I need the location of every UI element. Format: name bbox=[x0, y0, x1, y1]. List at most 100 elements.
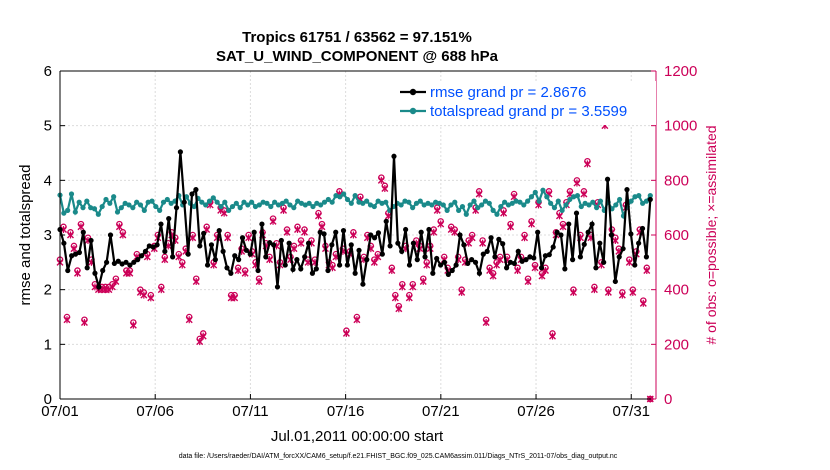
rmse-point bbox=[127, 262, 133, 268]
rmse-point bbox=[604, 176, 611, 182]
obs-assimilated-point bbox=[618, 291, 626, 299]
rmse-point bbox=[92, 270, 98, 276]
x-tick-label: 07/26 bbox=[517, 403, 555, 420]
totalspread-point bbox=[222, 199, 228, 205]
rmse-point bbox=[298, 266, 304, 272]
totalspread-point bbox=[341, 191, 347, 197]
rmse-point bbox=[65, 267, 71, 274]
totalspread-point bbox=[364, 198, 370, 204]
rmse-point bbox=[251, 229, 257, 235]
rmse-point bbox=[519, 258, 525, 264]
totalspread-point bbox=[237, 205, 243, 211]
obs-assimilated-point bbox=[318, 223, 326, 231]
totalspread-point bbox=[348, 200, 354, 206]
rmse-point bbox=[601, 259, 607, 265]
obs-assimilated-point bbox=[349, 231, 357, 239]
obs-assimilated-point bbox=[377, 176, 385, 184]
rmse-point bbox=[309, 270, 316, 276]
obs-assimilated-point bbox=[548, 332, 556, 340]
obs-assimilated-point bbox=[604, 288, 612, 296]
totalspread-point bbox=[536, 198, 542, 204]
obs-assimilated-point bbox=[147, 294, 155, 302]
rmse-point bbox=[515, 248, 521, 254]
rmse-point bbox=[406, 262, 413, 268]
obs-assimilated-point bbox=[70, 245, 78, 253]
totalspread-point bbox=[264, 200, 270, 206]
totalspread-point bbox=[521, 202, 527, 208]
rmse-point bbox=[329, 242, 335, 248]
rmse-point bbox=[224, 265, 230, 271]
obs-assimilated-point bbox=[143, 253, 151, 261]
totalspread-point bbox=[203, 202, 209, 208]
rmse-point bbox=[535, 229, 541, 235]
totalspread-point bbox=[640, 200, 646, 206]
rmse-point bbox=[193, 187, 199, 193]
rmse-point bbox=[317, 229, 323, 235]
rmse-point bbox=[84, 265, 90, 271]
obs-assimilated-point bbox=[538, 272, 546, 280]
totalspread-point bbox=[95, 211, 101, 217]
obs-assimilated-point bbox=[280, 206, 288, 214]
rmse-point bbox=[290, 266, 296, 273]
obs-assimilated-point bbox=[126, 269, 134, 277]
rmse-point bbox=[434, 255, 440, 262]
rmse-point bbox=[352, 270, 358, 276]
rmse-point bbox=[162, 248, 168, 254]
obs-assimilated-point bbox=[395, 305, 403, 313]
rmse-point bbox=[302, 254, 308, 260]
totalspread-point bbox=[233, 200, 239, 206]
obs-assimilated-point bbox=[405, 294, 413, 302]
rmse-point bbox=[107, 232, 114, 238]
obs-assimilated-point bbox=[521, 234, 529, 242]
obs-assimilated-point bbox=[140, 291, 148, 299]
rmse-point bbox=[364, 257, 370, 263]
rmse-point bbox=[624, 187, 630, 193]
obs-assimilated-point bbox=[573, 179, 581, 187]
rmse-point bbox=[325, 267, 331, 274]
y-left-tick-label: 2 bbox=[44, 282, 52, 299]
x-tick-label: 07/11 bbox=[232, 403, 268, 420]
rmse-point bbox=[286, 240, 292, 246]
rmse-point bbox=[422, 254, 428, 260]
obs-assimilated-point bbox=[175, 253, 183, 261]
rmse-point bbox=[628, 231, 634, 237]
obs-assimilated-point bbox=[199, 332, 207, 340]
obs-assimilated-point bbox=[185, 316, 193, 324]
totalspread-point bbox=[168, 200, 174, 206]
rmse-series bbox=[57, 149, 653, 292]
x-tick-label: 07/01 bbox=[41, 403, 79, 420]
rmse-point bbox=[313, 266, 319, 272]
obs-assimilated-point bbox=[192, 277, 200, 285]
rmse-point bbox=[270, 242, 277, 248]
rmse-point bbox=[76, 249, 83, 256]
rmse-point bbox=[267, 240, 273, 246]
obs-assimilated-point bbox=[559, 223, 567, 231]
obs-assimilated-point bbox=[643, 267, 651, 275]
legend-box bbox=[392, 81, 656, 125]
totalspread-point bbox=[444, 207, 450, 213]
rmse-point bbox=[100, 267, 106, 274]
rmse-point bbox=[523, 257, 529, 263]
obs-assimilated-point bbox=[451, 228, 459, 236]
totalspread-point bbox=[559, 207, 565, 213]
totalspread-point bbox=[226, 207, 232, 213]
rmse-point bbox=[480, 251, 486, 257]
obs-assimilated-point bbox=[245, 234, 253, 242]
rmse-point bbox=[333, 229, 339, 235]
rmse-point bbox=[96, 284, 102, 290]
rmse-point bbox=[445, 271, 451, 277]
totalspread-point bbox=[191, 203, 197, 210]
y-left-tick-label: 0 bbox=[44, 391, 52, 408]
totalspread-point bbox=[590, 199, 596, 205]
rmse-point bbox=[511, 260, 517, 267]
obs-assimilated-point bbox=[112, 277, 120, 285]
rmse-point bbox=[531, 255, 537, 261]
totalspread-point bbox=[141, 207, 147, 213]
rmse-point bbox=[395, 240, 401, 246]
rmse-point bbox=[263, 254, 269, 260]
rmse-point bbox=[426, 226, 432, 233]
totalspread-point bbox=[398, 202, 404, 208]
totalspread-point bbox=[452, 199, 458, 205]
rmse-point bbox=[131, 259, 137, 265]
totalspread-point bbox=[544, 194, 550, 200]
